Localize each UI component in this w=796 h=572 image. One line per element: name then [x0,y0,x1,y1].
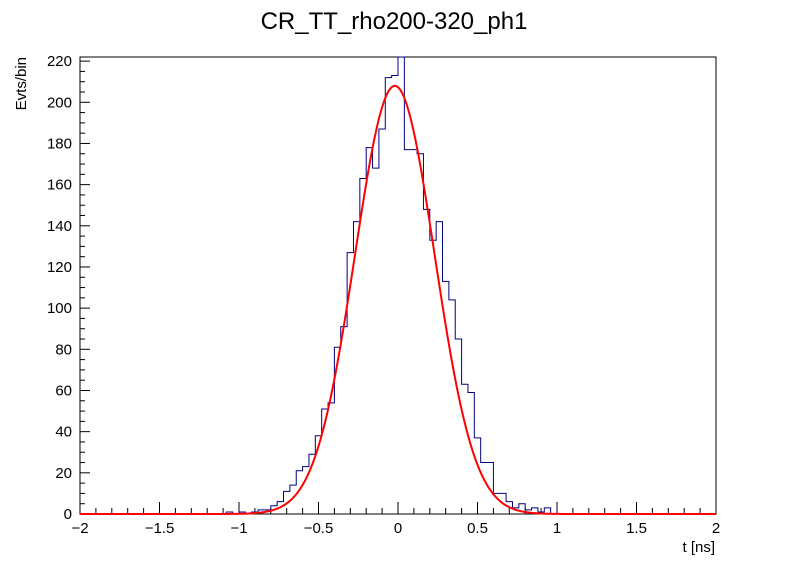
x-tick-label: −2 [71,520,88,537]
x-tick-label: −0.5 [304,520,334,537]
y-axis: 0 20 40 60 80 100 120 140 160 180 200 220 [47,53,90,523]
x-tick-label: 0 [394,520,402,537]
histogram-series [80,56,716,515]
y-tick-label: 20 [55,465,72,482]
histogram-outline [80,56,716,515]
histogram-bin [385,78,391,514]
histogram-bin [411,150,417,514]
y-axis-label: Evts/bin [13,57,30,110]
histogram-bin [430,240,436,514]
histogram-bin [404,150,410,514]
histogram-bin [455,339,461,514]
plot-frame [79,56,717,515]
histogram-bin [366,148,372,514]
histogram-bin [417,154,423,514]
histogram-bin [462,384,468,514]
y-tick-label: 120 [47,259,72,276]
x-tick-label: −1 [230,520,247,537]
fit-curve [80,84,716,515]
y-tick-label: 60 [55,382,72,399]
x-axis-label: t [ns] [682,539,715,556]
histogram-bin [373,168,379,514]
x-tick-label: 1 [553,520,561,537]
histogram-bin [341,327,347,514]
y-tick-label: 100 [47,300,72,317]
x-tick-label: −1.5 [145,520,175,537]
histogram-bin [449,300,455,514]
histogram-bin [398,57,404,514]
histogram-bin [423,209,429,514]
y-tick-label: 180 [47,135,72,152]
chart-title: CR_TT_rho200-320_ph1 [261,8,528,35]
histogram-bin [379,129,385,514]
histogram-bin [481,463,487,514]
y-tick-label: 160 [47,177,72,194]
y-tick-label: 80 [55,341,72,358]
y-tick-label: 40 [55,424,72,441]
x-tick-label: 2 [712,520,720,537]
histogram-bin [328,403,334,514]
x-tick-label: 0.5 [467,520,488,537]
histogram-bin [353,222,359,514]
y-tick-label: 220 [47,53,72,70]
y-tick-label: 140 [47,218,72,235]
histogram-bin [392,76,398,514]
histogram-bin [360,178,366,514]
y-tick-label: 200 [47,94,72,111]
gaussian-fit-series [80,84,716,515]
x-tick-label: 1.5 [626,520,647,537]
x-axis: −2 −1.5 −1 −0.5 0 0.5 1 1.5 2 [71,502,720,537]
y-tick-label: 0 [64,506,72,523]
